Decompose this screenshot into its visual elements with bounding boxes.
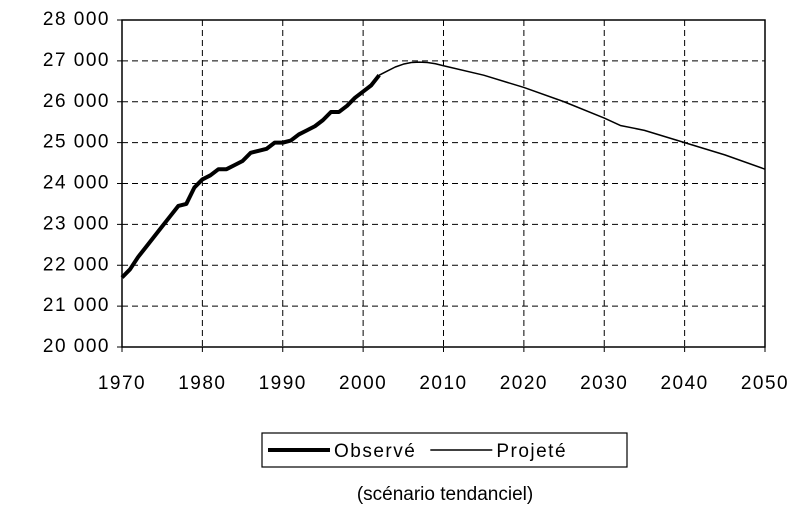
y-tick-label: 21 000 bbox=[43, 295, 110, 316]
x-tick-label: 1980 bbox=[178, 373, 226, 394]
x-tick-label: 2040 bbox=[660, 373, 708, 394]
x-tick-label: 2020 bbox=[500, 373, 548, 394]
y-tick-label: 22 000 bbox=[43, 254, 110, 275]
line-series bbox=[120, 73, 381, 279]
plot-frame bbox=[121, 19, 766, 348]
chart-subtitle: (scénario tendanciel) bbox=[357, 484, 533, 505]
y-tick-label: 23 000 bbox=[43, 213, 110, 234]
x-tick-label: 2010 bbox=[419, 373, 467, 394]
y-tick-label: 27 000 bbox=[43, 50, 110, 71]
y-tick-label: 24 000 bbox=[43, 173, 110, 194]
x-tick-label: 2030 bbox=[580, 373, 628, 394]
y-tick-label: 25 000 bbox=[43, 132, 110, 153]
line-series bbox=[378, 61, 766, 170]
x-tick-label: 1970 bbox=[98, 373, 146, 394]
y-tick-label: 20 000 bbox=[43, 336, 110, 357]
x-tick-label: 1990 bbox=[259, 373, 307, 394]
x-tick-label: 2000 bbox=[339, 373, 387, 394]
x-tick-label: 2050 bbox=[741, 373, 789, 394]
y-tick-label: 26 000 bbox=[43, 91, 110, 112]
legend-label: Projeté bbox=[496, 441, 567, 462]
legend-label: Observé bbox=[334, 441, 416, 462]
y-tick-label: 28 000 bbox=[43, 9, 110, 30]
